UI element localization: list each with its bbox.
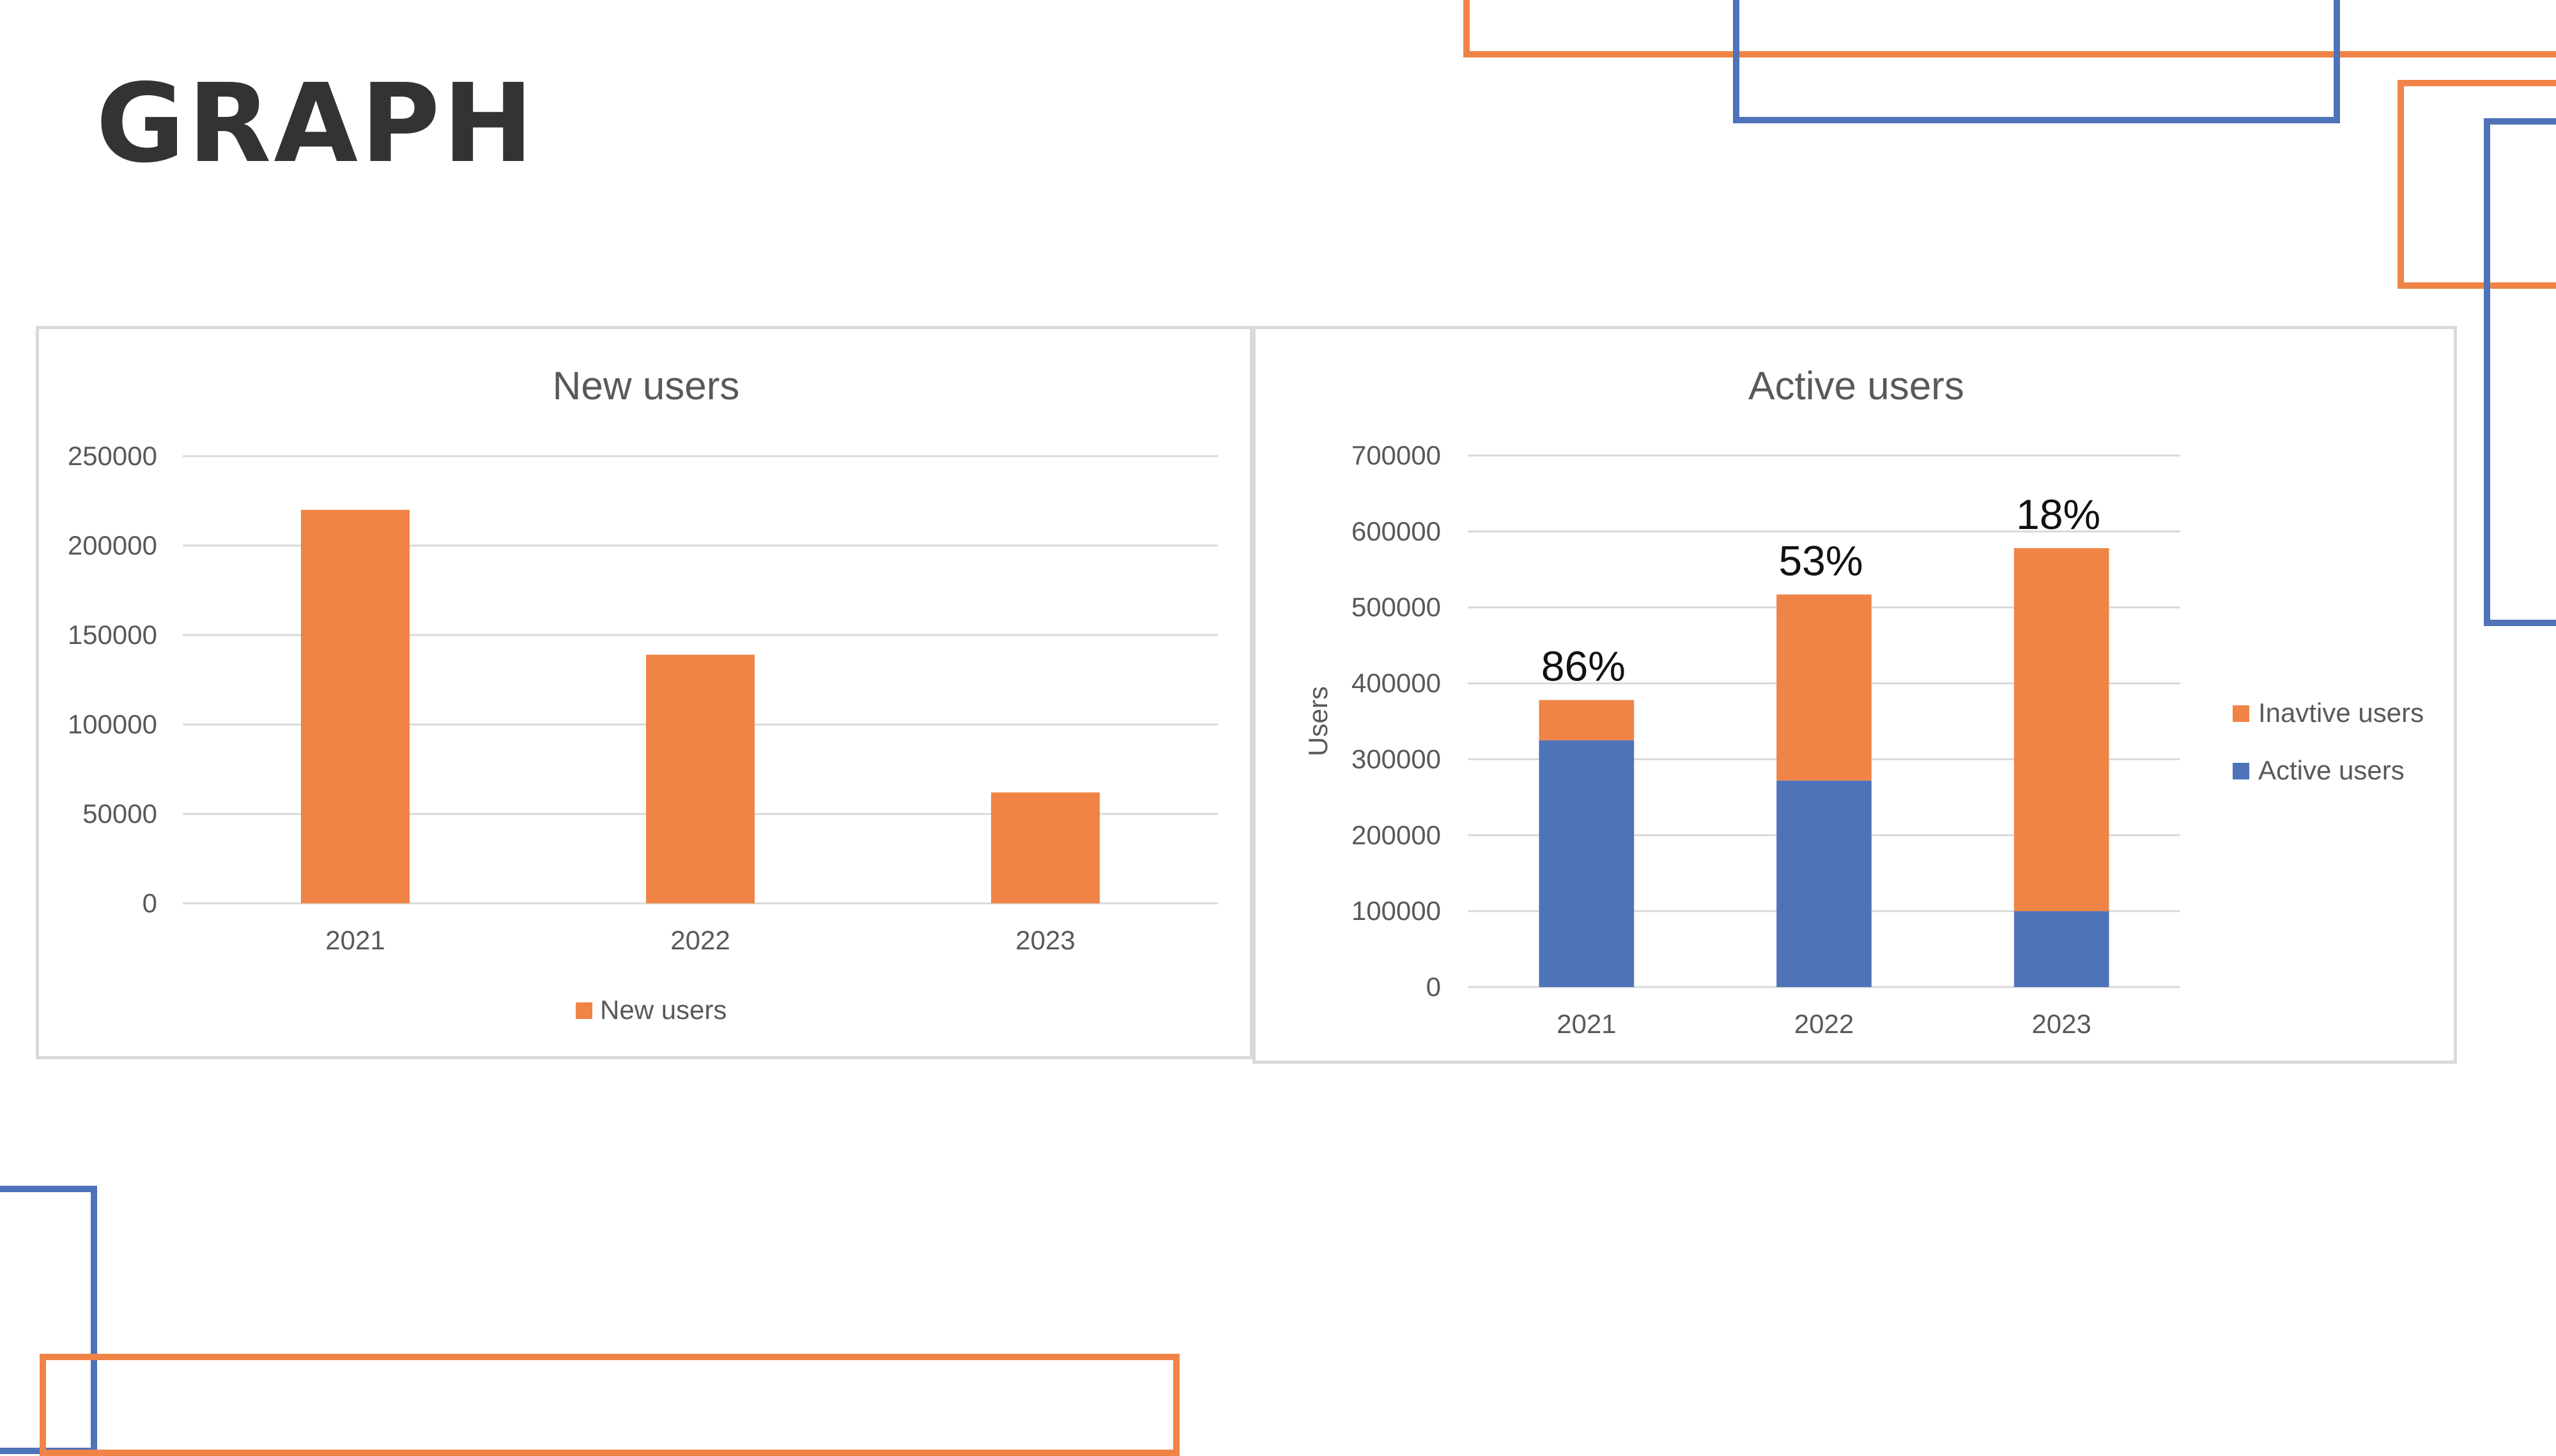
y-tick-label: 150000: [68, 620, 157, 650]
bar-active-users-2023: [2013, 911, 2109, 987]
bar-active-users-2022: [1776, 780, 1872, 987]
bar-new-users-2022: [645, 654, 755, 903]
new-users-chart: New users 0 50000 100000 150000 200000 250000 2…: [36, 326, 1253, 1059]
decorative-frame-blue-right: [2484, 118, 2556, 626]
x-tick-label: 2022: [670, 925, 730, 955]
y-tick-label: 0: [142, 888, 157, 918]
x-tick-label: 2021: [1557, 1009, 1616, 1039]
chart-title: Active users: [1748, 364, 1964, 408]
bar-inavtive-users-2023: [2013, 548, 2109, 912]
x-tick-label: 2022: [1794, 1009, 1854, 1039]
y-tick-label: 50000: [82, 799, 157, 829]
bar-new-users-2021: [300, 510, 410, 903]
legend-swatch: [576, 1002, 592, 1019]
decorative-frame-orange-top: [1463, 0, 2556, 57]
y-tick-label: 600000: [1351, 516, 1441, 546]
y-tick-label: 0: [1426, 972, 1441, 1002]
x-tick-label: 2023: [2031, 1009, 2091, 1039]
data-label: 53%: [1778, 537, 1863, 585]
bar-inavtive-users-2021: [1539, 700, 1635, 740]
y-tick-label: 700000: [1351, 440, 1441, 470]
legend-swatch: [2233, 763, 2249, 779]
active-users-chart: Active users 0 100000 200000 300000 400000 500…: [1252, 326, 2457, 1064]
page-title: GRAPH: [96, 61, 536, 187]
y-tick-label: 200000: [68, 530, 157, 560]
new-users-chart-svg: New users 0 50000 100000 150000 200000 250000 2…: [68, 364, 1218, 1025]
decorative-frame-blue-top: [1733, 0, 2340, 123]
y-tick-label: 200000: [1351, 820, 1441, 850]
legend-label: New users: [600, 995, 727, 1025]
bar-active-users-2021: [1539, 740, 1635, 987]
x-tick-label: 2021: [325, 925, 385, 955]
legend-label: Inavtive users: [2258, 698, 2424, 728]
x-tick-label: 2023: [1015, 925, 1075, 955]
y-tick-label: 100000: [68, 709, 157, 739]
y-tick-label: 500000: [1351, 592, 1441, 622]
legend-swatch: [2233, 705, 2249, 722]
y-axis-title: Users: [1303, 686, 1333, 756]
y-tick-label: 300000: [1351, 744, 1441, 774]
y-tick-label: 250000: [68, 441, 157, 471]
bar-new-users-2023: [990, 792, 1100, 903]
legend-label: Active users: [2258, 755, 2405, 785]
chart-title: New users: [553, 364, 740, 408]
data-label: 18%: [2016, 491, 2100, 538]
y-tick-label: 400000: [1351, 668, 1441, 698]
decorative-frame-orange-bottom: [40, 1354, 1180, 1456]
y-tick-label: 100000: [1351, 896, 1441, 926]
active-users-chart-svg: Active users 0 100000 200000 300000 400000 500…: [1303, 364, 2424, 1039]
decorative-frame-orange-right: [2398, 80, 2556, 289]
data-label: 86%: [1541, 643, 1626, 690]
bar-inavtive-users-2022: [1776, 594, 1872, 781]
